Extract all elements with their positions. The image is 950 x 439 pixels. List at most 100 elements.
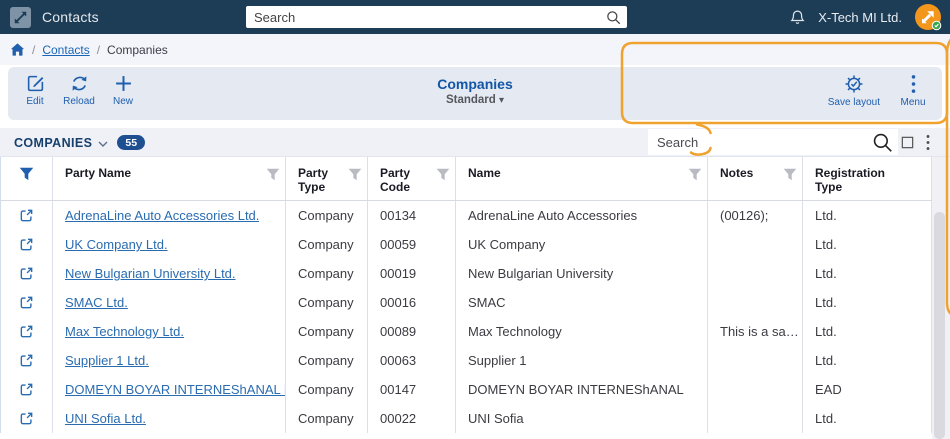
party-type-cell: Company [286,404,368,433]
breadcrumb-separator: / [96,42,101,57]
party-name-link[interactable]: DOMEYN BOYAR INTERNEShANAL E… [65,382,285,397]
party-code-cell: 00059 [368,230,456,259]
companies-table: Party Name Party Type Party Code Name No… [0,157,950,439]
party-name-link[interactable]: UNI Sofia Ltd. [65,411,146,426]
party-name-link[interactable]: UK Company Ltd. [65,237,168,252]
breadcrumb-link-contacts[interactable]: Contacts [42,42,90,57]
open-record-cell [1,346,53,375]
table-row: UNI Sofia Ltd. Company 00022 UNI Sofia L… [1,404,932,433]
party-code-cell: 00019 [368,259,456,288]
menu-button[interactable]: Menu [896,74,930,108]
view-title: Companies [437,76,513,92]
notes-cell: (00126); [708,201,803,230]
open-record-cell [1,288,53,317]
scrollbar-thumb[interactable] [934,212,945,439]
open-record-icon[interactable] [19,237,34,252]
top-app-bar: Contacts X-Tech MI Ltd. [0,0,950,34]
table-header-row: Party Name Party Type Party Code Name No… [1,157,932,201]
filter-icon-active[interactable] [19,167,34,200]
open-record-icon[interactable] [19,324,34,339]
edit-icon [26,74,45,93]
reload-icon [70,74,89,93]
gear-check-icon [844,74,864,94]
table-body: AdrenaLine Auto Accessories Ltd. Company… [1,201,932,433]
party-code-cell: 00089 [368,317,456,346]
registration-type-cell: EAD [803,375,932,404]
notes-cell [708,230,803,259]
table-row: Max Technology Ltd. Company 00089 Max Te… [1,317,932,346]
column-header-name[interactable]: Name [456,157,708,200]
filter-icon[interactable] [266,168,280,181]
panel-kebab-icon[interactable] [925,134,931,151]
column-header-party-code[interactable]: Party Code [368,157,456,200]
global-search-input[interactable] [246,9,606,25]
open-record-cell [1,317,53,346]
edit-button[interactable]: Edit [18,74,52,107]
panel-title-dropdown[interactable]: COMPANIES 55 [14,128,146,157]
column-header-registration-type[interactable]: Registration Type [803,157,932,200]
notifications-bell-icon[interactable] [789,9,806,26]
party-name-link[interactable]: New Bulgarian University Ltd. [65,266,236,281]
notes-cell [708,375,803,404]
column-header-notes[interactable]: Notes [708,157,803,200]
account-name[interactable]: X-Tech MI Ltd. [818,9,902,25]
party-name-link[interactable]: AdrenaLine Auto Accessories Ltd. [65,208,260,223]
table-row: DOMEYN BOYAR INTERNEShANAL E… Company 00… [1,375,932,404]
registration-type-cell: Ltd. [803,259,932,288]
name-cell: DOMEYN BOYAR INTERNEShANAL [456,375,708,404]
chevron-down-icon [98,141,108,147]
column-filter-all[interactable] [1,157,53,200]
open-record-icon[interactable] [19,411,34,426]
open-record-icon[interactable] [19,353,34,368]
registration-type-cell: Ltd. [803,230,932,259]
caret-down-icon: ▾ [499,95,505,106]
name-cell: UNI Sofia [456,404,708,433]
plus-icon [114,74,133,93]
table-row: AdrenaLine Auto Accessories Ltd. Company… [1,201,932,230]
column-header-party-name[interactable]: Party Name [53,157,286,200]
party-code-cell: 00063 [368,346,456,375]
notes-cell [708,259,803,288]
registration-type-cell: Ltd. [803,404,932,433]
notes-cell: This is a sa… [708,317,803,346]
filter-icon[interactable] [688,168,702,181]
user-avatar[interactable] [914,3,942,31]
registration-type-cell: Ltd. [803,346,932,375]
party-type-cell: Company [286,288,368,317]
filter-icon[interactable] [436,168,450,181]
maximize-icon[interactable] [900,135,915,150]
search-icon[interactable] [606,10,621,25]
open-record-icon[interactable] [19,382,34,397]
party-name-link[interactable]: Supplier 1 Ltd. [65,353,149,368]
breadcrumb-separator: / [32,42,36,57]
open-record-cell [1,230,53,259]
filter-icon[interactable] [348,168,362,181]
panel-search-input[interactable] [648,134,872,150]
column-header-party-type[interactable]: Party Type [286,157,368,200]
new-button[interactable]: New [106,74,140,107]
table-row: Supplier 1 Ltd. Company 00063 Supplier 1… [1,346,932,375]
party-name-link[interactable]: SMAC Ltd. [65,295,128,310]
party-name-link[interactable]: Max Technology Ltd. [65,324,184,339]
app-logo-icon[interactable] [10,6,31,28]
notes-cell [708,346,803,375]
party-type-cell: Company [286,201,368,230]
search-icon[interactable] [872,132,893,153]
open-record-cell [1,201,53,230]
filter-icon[interactable] [783,168,797,181]
party-type-cell: Company [286,346,368,375]
global-search [246,6,627,28]
open-record-icon[interactable] [19,208,34,223]
open-record-icon[interactable] [19,266,34,281]
party-type-cell: Company [286,230,368,259]
reload-button[interactable]: Reload [62,74,96,107]
view-selector[interactable]: Standard ▾ [445,94,505,106]
party-code-cell: 00134 [368,201,456,230]
save-layout-button[interactable]: Save layout [828,74,880,108]
breadcrumb-current: Companies [107,42,168,57]
kebab-icon [910,74,917,94]
open-record-icon[interactable] [19,295,34,310]
vertical-scrollbar[interactable] [932,157,950,439]
registration-type-cell: Ltd. [803,201,932,230]
home-icon[interactable] [10,42,25,57]
